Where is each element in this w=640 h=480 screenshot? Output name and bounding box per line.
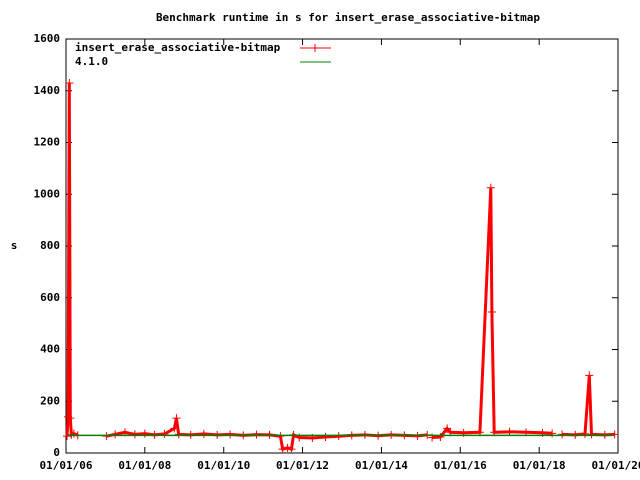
point-marker	[199, 429, 208, 438]
point-marker	[283, 443, 292, 452]
point-marker	[334, 432, 343, 441]
y-tick-label: 800	[40, 239, 60, 252]
x-tick-label: 01/01/18	[513, 459, 566, 472]
plot-frame	[65, 38, 619, 454]
legend-label: 4.1.0	[75, 55, 108, 68]
legend-label: insert_erase_associative-bitmap	[75, 41, 281, 54]
y-tick-label: 400	[40, 343, 60, 356]
y-tick-label: 1000	[34, 187, 61, 200]
point-marker	[580, 429, 589, 438]
point-marker	[226, 430, 235, 439]
point-marker	[174, 430, 183, 439]
y-tick-label: 200	[40, 394, 60, 407]
y-tick-label: 1200	[34, 136, 61, 149]
point-marker	[505, 427, 514, 436]
point-marker	[130, 430, 139, 439]
point-marker	[585, 371, 594, 380]
point-marker	[170, 424, 179, 433]
point-marker	[65, 78, 74, 87]
point-marker	[172, 414, 181, 423]
x-tick-label: 01/01/06	[40, 459, 93, 472]
point-marker	[140, 429, 149, 438]
point-marker	[287, 445, 296, 454]
x-tick-label: 01/01/20	[592, 459, 640, 472]
x-tick-label: 01/01/12	[276, 459, 329, 472]
y-tick-label: 600	[40, 291, 60, 304]
x-tick-label: 01/01/16	[434, 459, 487, 472]
point-marker	[69, 429, 78, 438]
point-marker	[111, 430, 120, 439]
point-marker	[160, 429, 169, 438]
x-tick-label: 01/01/10	[197, 459, 250, 472]
y-tick-label: 1600	[34, 32, 61, 45]
x-tick-label: 01/01/14	[355, 459, 408, 472]
chart-title: Benchmark runtime in s for insert_erase_…	[156, 11, 540, 24]
point-marker	[66, 414, 75, 423]
point-marker	[610, 430, 619, 439]
point-marker	[102, 432, 111, 441]
point-marker	[62, 432, 71, 441]
point-marker	[321, 432, 330, 441]
point-marker	[558, 430, 567, 439]
point-marker	[276, 432, 285, 441]
point-marker	[587, 430, 596, 439]
y-axis-label: s	[11, 239, 18, 252]
x-tick-label: 01/01/08	[118, 459, 171, 472]
series-line	[65, 82, 615, 452]
point-marker	[252, 430, 261, 439]
point-marker	[436, 432, 445, 441]
point-marker	[443, 424, 452, 433]
point-marker	[487, 307, 496, 316]
y-tick-label: 1400	[34, 84, 61, 97]
legend-marker	[311, 44, 319, 52]
point-marker	[278, 445, 287, 454]
point-marker	[486, 183, 495, 192]
y-tick-label: 0	[53, 446, 60, 459]
